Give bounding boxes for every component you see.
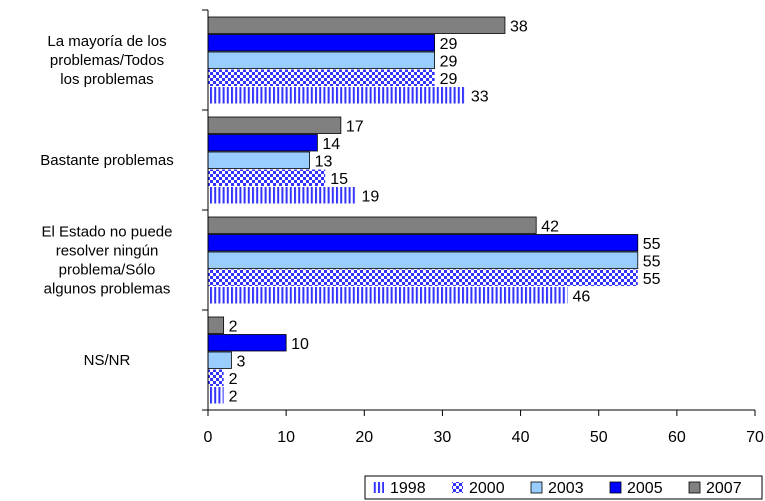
value-label-2003-cat-2: 55 xyxy=(643,253,661,270)
value-label-1998-cat-0: 33 xyxy=(471,88,489,105)
value-label-2005-cat-2: 55 xyxy=(643,236,661,253)
axes-layer: 0 10 20 30 40 50 60 70 xyxy=(202,9,764,446)
value-label-2003-cat-1: 13 xyxy=(315,153,333,170)
category-label-3: NS/NR xyxy=(84,352,131,369)
value-label-2005-cat-3: 10 xyxy=(291,336,309,353)
bars-layer xyxy=(207,16,639,404)
legend-label-2007: 2007 xyxy=(706,480,742,497)
bar-2003-cat-1 xyxy=(207,151,310,169)
legend-label-1998: 1998 xyxy=(390,480,426,497)
value-label-2005-cat-1: 14 xyxy=(322,136,340,153)
value-label-1998-cat-3: 2 xyxy=(229,388,238,405)
bar-1998-cat-0 xyxy=(208,87,466,104)
bar-2003-cat-2 xyxy=(207,251,639,269)
bar-2007-cat-0 xyxy=(207,16,506,34)
category-label-0: La mayoría de los problemas/Todos los prob… xyxy=(47,33,166,88)
bar-2005-cat-3 xyxy=(207,334,287,352)
value-label-2000-cat-1: 15 xyxy=(330,171,348,188)
value-label-1998-cat-1: 19 xyxy=(361,188,379,205)
value-label-2003-cat-0: 29 xyxy=(440,53,458,70)
bar-2007-cat-2 xyxy=(207,216,537,234)
value-label-2007-cat-2: 42 xyxy=(541,218,559,235)
legend: 1998 2000 2003 2005 2007 xyxy=(364,475,763,500)
x-tick-label-50: 50 xyxy=(590,429,608,446)
bar-2000-cat-0 xyxy=(208,69,435,86)
bar-2007-cat-1 xyxy=(207,116,342,134)
legend-swatch-1998 xyxy=(373,482,384,493)
legend-swatch-2005 xyxy=(609,481,622,494)
x-tick-label-60: 60 xyxy=(668,429,686,446)
category-label-2: El Estado no puede resolver ningún problem… xyxy=(42,224,173,298)
x-tick-label-40: 40 xyxy=(512,429,530,446)
value-label-2000-cat-2: 55 xyxy=(643,271,661,288)
value-label-2003-cat-3: 3 xyxy=(236,353,245,370)
value-label-2000-cat-3: 2 xyxy=(229,371,238,388)
value-label-2000-cat-0: 29 xyxy=(440,71,458,88)
bar-1998-cat-2 xyxy=(208,287,568,304)
bar-1998-cat-3 xyxy=(208,387,224,404)
legend-swatch-2007 xyxy=(688,481,701,494)
bar-2003-cat-0 xyxy=(207,51,436,69)
value-label-2007-cat-1: 17 xyxy=(346,118,364,135)
bar-2000-cat-1 xyxy=(208,169,326,186)
value-label-2007-cat-0: 38 xyxy=(510,18,528,35)
legend-swatch-2000 xyxy=(452,482,463,493)
bar-2005-cat-2 xyxy=(207,234,639,252)
x-tick-label-70: 70 xyxy=(746,429,764,446)
bar-2005-cat-1 xyxy=(207,134,318,152)
legend-label-2005: 2005 xyxy=(627,480,663,497)
value-label-2007-cat-3: 2 xyxy=(229,318,238,335)
legend-label-2003: 2003 xyxy=(548,480,584,497)
legend-label-2000: 2000 xyxy=(469,480,505,497)
category-label-1: Bastante problemas xyxy=(40,152,173,169)
x-tick-label-30: 30 xyxy=(434,429,452,446)
bar-2000-cat-2 xyxy=(208,269,638,286)
x-tick-label-10: 10 xyxy=(277,429,295,446)
value-label-2005-cat-0: 29 xyxy=(440,36,458,53)
x-tick-label-0: 0 xyxy=(204,429,213,446)
x-tick-label-20: 20 xyxy=(355,429,373,446)
value-label-1998-cat-2: 46 xyxy=(572,288,590,305)
bar-2007-cat-3 xyxy=(207,316,225,334)
legend-swatch-2003 xyxy=(530,481,543,494)
bar-2005-cat-0 xyxy=(207,34,436,52)
legend-box xyxy=(364,475,763,500)
bar-2003-cat-3 xyxy=(207,351,232,369)
bar-2000-cat-3 xyxy=(208,369,224,386)
bar-1998-cat-1 xyxy=(208,187,357,204)
